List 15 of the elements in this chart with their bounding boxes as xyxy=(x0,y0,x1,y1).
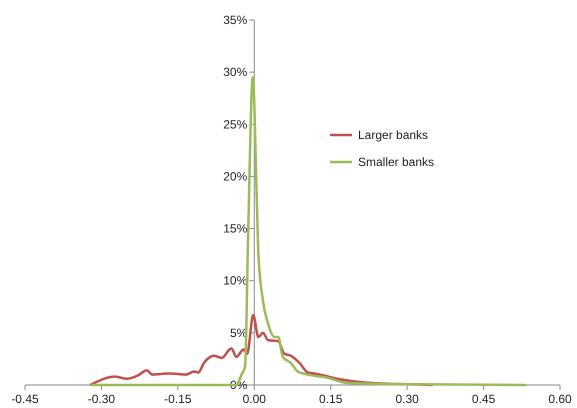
x-tick-label: 0.45 xyxy=(472,392,496,406)
y-tick-label: 30% xyxy=(223,65,248,80)
y-tick-label: 20% xyxy=(223,169,248,184)
x-tick-label: 0.30 xyxy=(395,392,420,406)
legend-label: Smaller banks xyxy=(358,155,434,169)
legend-label: Larger banks xyxy=(358,128,428,142)
y-tick-label: 35% xyxy=(223,13,248,27)
x-tick-label: 0.00 xyxy=(242,392,266,406)
x-tick-label: 0.60 xyxy=(548,392,572,406)
x-tick-label: 0.15 xyxy=(319,392,343,406)
y-tick-label: 25% xyxy=(223,117,248,132)
y-tick-label: 15% xyxy=(223,222,248,236)
x-tick-label: -0.30 xyxy=(88,392,116,406)
x-tick-label: -0.15 xyxy=(164,392,192,406)
x-tick-label: -0.45 xyxy=(11,392,39,406)
